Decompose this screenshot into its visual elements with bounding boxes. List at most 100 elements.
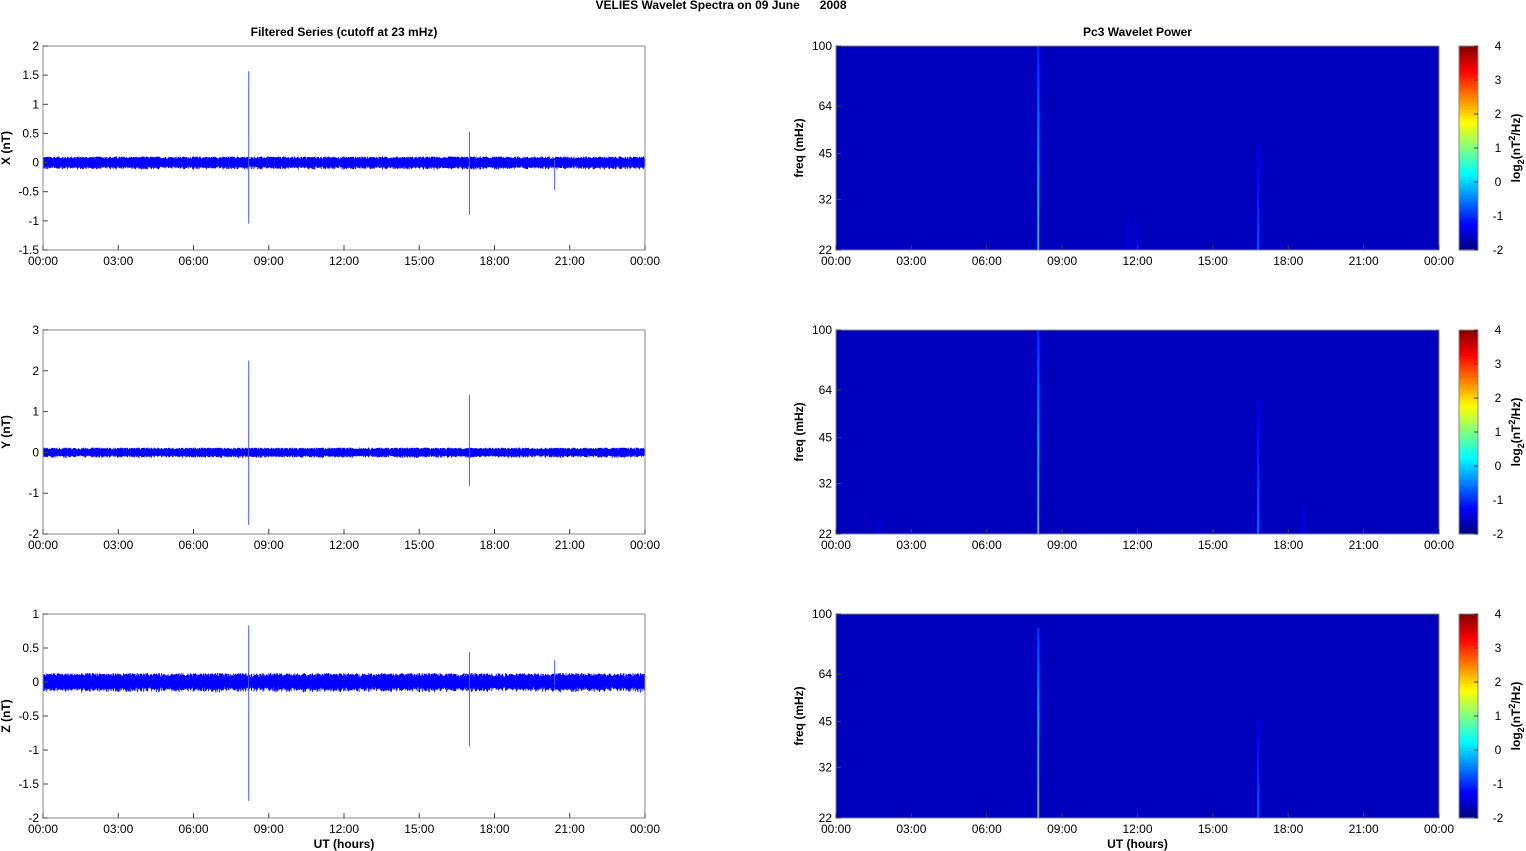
colorbar-cell (1459, 151, 1478, 155)
heatmap-event-cell (1302, 520, 1305, 523)
heatmap-event-cell (877, 531, 880, 533)
colorbar-cell (1459, 422, 1478, 427)
colorbar-cell (1459, 486, 1478, 490)
heatmap-event-cell (1257, 175, 1260, 181)
colorbar-cell (1459, 393, 1478, 398)
heatmap-event-cell (1037, 517, 1040, 526)
colorbar-cell (1459, 706, 1478, 711)
heatmap-event-cell (1037, 165, 1040, 174)
heatmap-event-cell (877, 525, 880, 527)
heatmap-event-cell (1257, 747, 1260, 753)
colorbar-cell (1459, 183, 1478, 187)
colorbar-cell (1459, 179, 1478, 184)
colorbar-cell (1459, 447, 1478, 452)
heatmap-event-cell (1037, 46, 1040, 55)
heatmap-event-cell (1037, 786, 1040, 795)
colorbar: 4 3 2 1 0 -1 -2 log2(nT2/Hz) (1458, 39, 1526, 257)
colorbar-cell (1459, 798, 1478, 803)
heatmap-event-cell (1257, 421, 1260, 428)
colorbar-cell (1459, 735, 1478, 739)
heatmap-event-cell (877, 528, 880, 531)
heatmap-event-cell (1302, 519, 1305, 521)
colorbar-cell (1459, 345, 1478, 350)
x-tick-label: 18:00 (1273, 254, 1303, 268)
heatmap-event-cell (1135, 224, 1138, 227)
heatmap-event-cell (1257, 731, 1260, 736)
colorbar-cell (1459, 202, 1478, 206)
heatmap-event-cell (1257, 398, 1260, 405)
heatmap-event-cell (1302, 512, 1305, 515)
heatmap-background (836, 614, 1439, 818)
heatmap-event-cell (1135, 229, 1138, 232)
x-tick-label: 12:00 (1122, 254, 1152, 268)
colorbar-label: log2(nT2/Hz) (1507, 114, 1526, 183)
colorbar-cell (1459, 703, 1478, 708)
heatmap-event-cell (1257, 188, 1260, 194)
colorbar-cell (1459, 84, 1478, 89)
colorbar-tick-label: -2 (1493, 527, 1504, 541)
colorbar-cell (1459, 776, 1478, 781)
colorbar-cell (1459, 132, 1478, 136)
colorbar-cell (1459, 521, 1478, 526)
heatmap-event-cell (1126, 243, 1129, 246)
y-axis-label: freq (mHz) (792, 686, 806, 745)
colorbar-cell (1459, 396, 1478, 401)
colorbar-cell (1459, 246, 1478, 251)
heatmap-event-cell (1037, 381, 1040, 390)
figure-suptitle: VELIES Wavelet Spectra on 09 June 2008 (596, 0, 847, 12)
line-panel-x: Filtered Series (cutoff at 23 mHz) -1.5 -1… (0, 25, 660, 268)
heatmap-event-cell (1126, 239, 1129, 242)
y-tick-label: 32 (819, 193, 833, 207)
heatmap-event-cell (877, 526, 880, 528)
heatmap-event-cell (1257, 505, 1260, 512)
x-tick-label: 09:00 (1047, 538, 1077, 552)
colorbar-tick-label: 3 (1495, 641, 1502, 655)
colorbar-cell (1459, 731, 1478, 736)
colorbar-cell (1459, 767, 1478, 771)
panel-title: Pc3 Wavelet Power (1083, 25, 1192, 39)
colorbar-cell (1459, 508, 1478, 513)
heatmap-event-cell (1257, 460, 1260, 467)
colorbar-cell (1459, 148, 1478, 152)
colorbar-cell (1459, 428, 1478, 433)
heatmap-event-cell (1257, 404, 1260, 411)
heatmap-event-cell (1037, 173, 1040, 183)
x-tick-label: 09:00 (1047, 254, 1077, 268)
colorbar-tick-label: 4 (1495, 39, 1502, 53)
colorbar-cell (1459, 387, 1478, 392)
heatmap-event-cell (1135, 226, 1138, 229)
heatmap-event-cell (1257, 245, 1260, 251)
heatmap-event-cell (1257, 236, 1260, 242)
heatmap-event-cell (1257, 184, 1260, 190)
colorbar-cell (1459, 649, 1478, 653)
heatmap-event-cell (1037, 675, 1040, 685)
colorbar-cell (1459, 479, 1478, 484)
colorbar-cell (1459, 221, 1478, 226)
colorbar-cell (1459, 645, 1478, 650)
colorbar-tick-label: -2 (1493, 243, 1504, 257)
x-tick-label: 12:00 (329, 254, 359, 268)
colorbar-cell (1459, 49, 1478, 53)
colorbar-cell (1459, 227, 1478, 232)
colorbar-cell (1459, 384, 1478, 388)
colorbar-cell (1459, 371, 1478, 376)
x-tick-label: 06:00 (972, 822, 1002, 836)
heatmap-event-cell (1257, 214, 1260, 220)
y-tick-label: 22 (819, 811, 833, 825)
heatmap-event-cell (1302, 513, 1305, 516)
colorbar-cell (1459, 690, 1478, 695)
colorbar-cell (1459, 339, 1478, 344)
colorbar-cell (1459, 680, 1478, 685)
colorbar-cell (1459, 709, 1478, 714)
heatmap-event-cell (1037, 738, 1040, 748)
heatmap-event-cell (1257, 751, 1260, 757)
heatmap-background (836, 330, 1439, 534)
heatmap-event-cell (1037, 355, 1040, 365)
heatmap-event-cell (1257, 494, 1260, 501)
heatmap-event-cell (1037, 182, 1040, 191)
colorbar-cell (1459, 135, 1478, 140)
heatmap-event-cell (1037, 644, 1040, 653)
plot-area (43, 330, 645, 534)
heatmap-event-cell (1037, 754, 1040, 764)
heatmap-event-cell (1257, 415, 1260, 422)
